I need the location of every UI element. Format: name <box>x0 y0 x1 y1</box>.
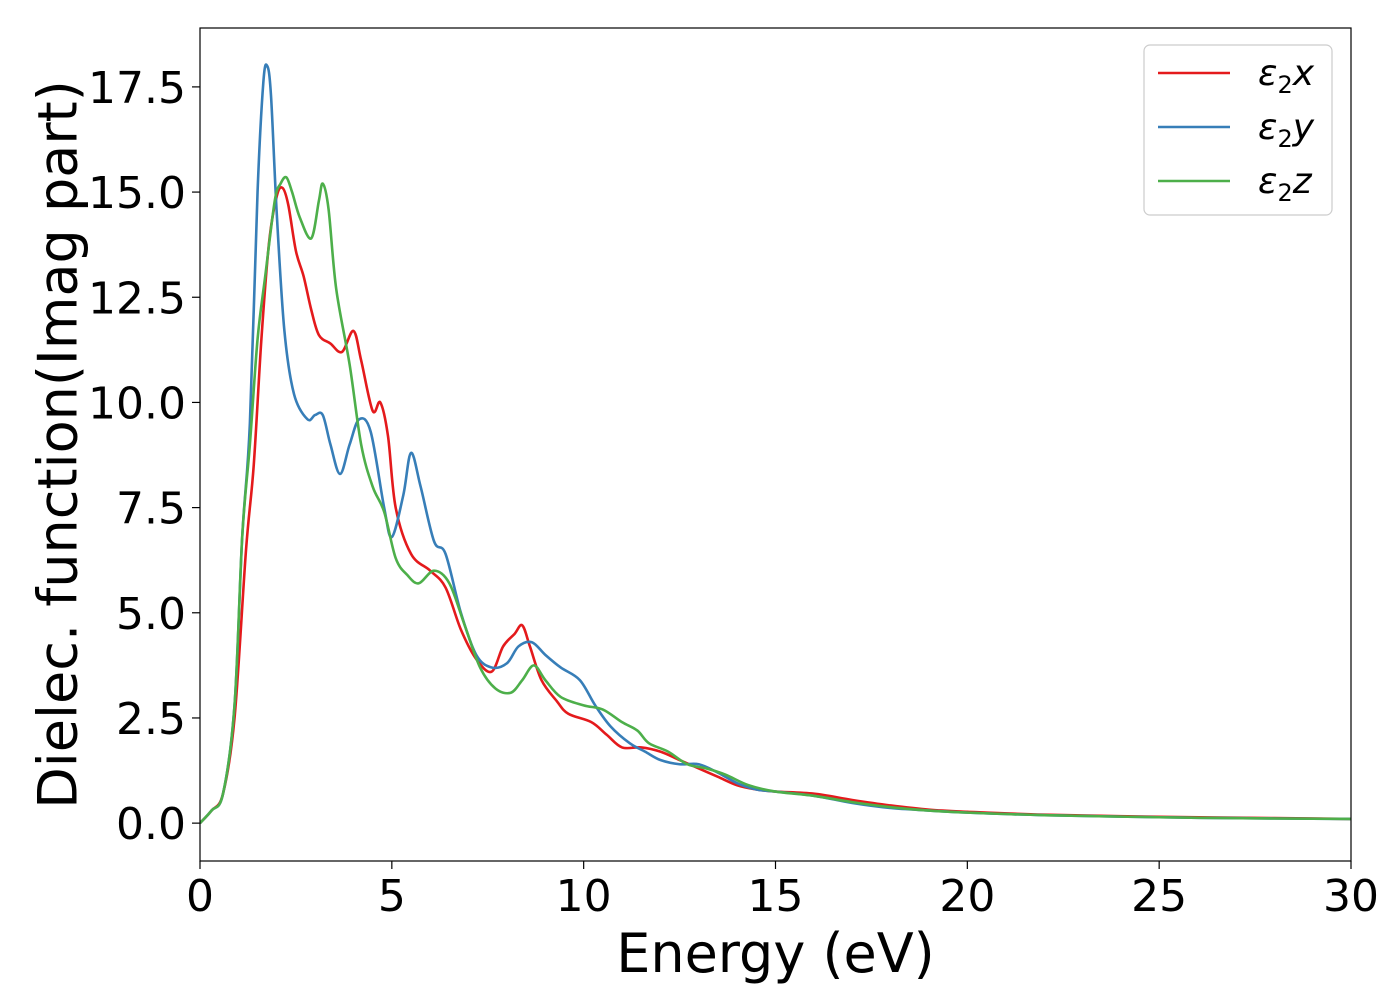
x-tick-label: 30 <box>1323 871 1379 922</box>
x-tick-label: 25 <box>1131 871 1187 922</box>
y-tick-label: 12.5 <box>88 273 186 324</box>
y-tick-label: 2.5 <box>116 694 186 745</box>
y-tick-label: 17.5 <box>88 63 186 114</box>
legend-entry: ε2z <box>1258 161 1313 207</box>
y-tick-label: 10.0 <box>88 378 186 429</box>
x-tick-label: 10 <box>556 871 612 922</box>
legend-entry: ε2x <box>1258 53 1315 99</box>
x-tick-label: 5 <box>378 871 406 922</box>
x-axis-label: Energy (eV) <box>616 922 935 985</box>
y-tick-label: 5.0 <box>116 589 186 640</box>
y-tick-label: 7.5 <box>116 484 186 535</box>
x-axis: 0 5 10 15 20 25 30 <box>186 861 1379 922</box>
legend-box <box>1143 44 1333 216</box>
y-axis-label: Dielec. function(Imag part) <box>27 80 90 809</box>
series-line-z <box>200 175 1351 825</box>
series-layer <box>200 63 1351 825</box>
legend-entry: ε2y <box>1258 107 1315 153</box>
legend: ε2x ε2y ε2z <box>1143 44 1333 216</box>
x-tick-label: 0 <box>186 871 214 922</box>
x-tick-label: 20 <box>939 871 995 922</box>
x-tick-label: 15 <box>748 871 804 922</box>
y-tick-label: 0.0 <box>116 799 186 850</box>
y-axis: 0.0 2.5 5.0 7.5 10.0 12.5 15.0 17.5 <box>88 63 200 850</box>
y-tick-label: 15.0 <box>88 168 186 219</box>
